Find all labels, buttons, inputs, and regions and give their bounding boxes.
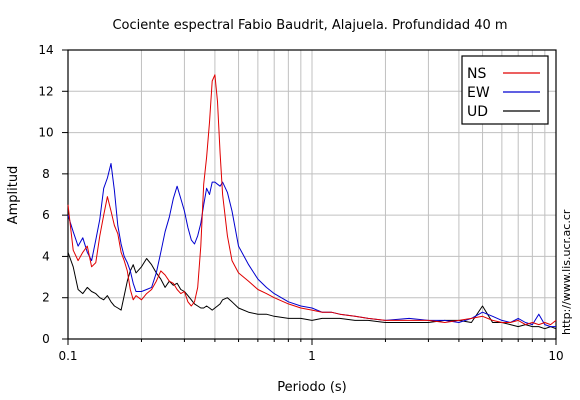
legend-label-ud: UD	[467, 104, 488, 120]
legend-box	[461, 55, 549, 125]
y-tick-label: 8	[42, 167, 50, 181]
y-tick-label: 14	[38, 43, 53, 57]
x-tick-label: 0.1	[58, 349, 77, 363]
legend-label-ew: EW	[467, 85, 490, 101]
side-note-url: http://www.lis.ucr.ac.cr	[560, 209, 573, 335]
x-tick-label: 1	[308, 349, 316, 363]
series-line-ew	[67, 163, 556, 328]
y-tick-label: 6	[42, 208, 50, 222]
x-tick-label: 10	[548, 349, 563, 363]
y-tick-label: 4	[42, 249, 50, 263]
x-axis: 0.1 1 10	[58, 339, 564, 363]
y-tick-label: 2	[42, 291, 50, 305]
y-tick-label: 0	[42, 332, 50, 346]
legend: NS EW UD	[461, 55, 549, 125]
chart-title: Cociente espectral Fabio Baudrit, Alajue…	[112, 18, 507, 33]
series-line-ns	[67, 74, 557, 326]
series-lines	[67, 74, 557, 330]
y-axis-label: Amplitud	[6, 166, 21, 225]
y-tick-label: 12	[38, 84, 53, 98]
y-axis: 0 2 4 6 8 10 12 14	[38, 43, 68, 346]
legend-label-ns: NS	[467, 66, 486, 82]
series-line-ud	[67, 252, 557, 330]
y-tick-label: 10	[38, 126, 53, 140]
x-axis-label: Periodo (s)	[277, 380, 347, 395]
